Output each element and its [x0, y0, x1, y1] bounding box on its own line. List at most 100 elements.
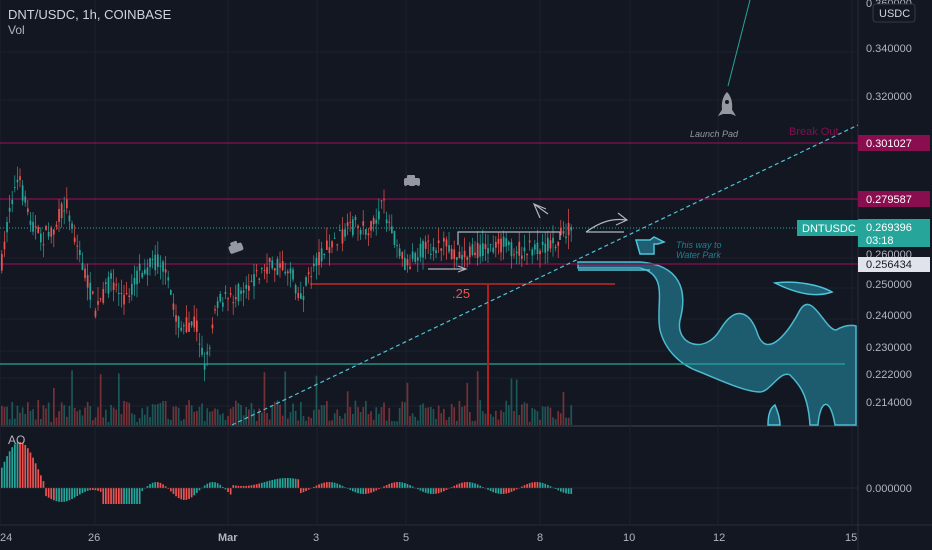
- volume-bar: [500, 410, 502, 425]
- candle-body: [279, 263, 281, 268]
- ao-legend[interactable]: AO: [8, 433, 26, 447]
- volume-bars: [1, 370, 573, 425]
- ao-bar: [66, 488, 68, 502]
- volume-bar: [388, 407, 391, 425]
- candle-body: [570, 227, 573, 231]
- volume-bar: [86, 401, 89, 425]
- ao-bar: [500, 488, 502, 494]
- ao-bar: [164, 486, 167, 488]
- volume-bar: [383, 402, 385, 425]
- ao-bar: [492, 488, 495, 493]
- candle-body: [268, 257, 271, 263]
- volume-bar: [253, 409, 255, 425]
- volume-legend[interactable]: Vol: [8, 23, 25, 37]
- volume-bar: [261, 412, 263, 425]
- candle-body: [66, 199, 68, 209]
- candle-body: [203, 363, 206, 370]
- volume-bar: [365, 400, 367, 425]
- candle-body: [419, 243, 422, 258]
- volume-bar: [115, 409, 118, 425]
- volume-bar: [40, 418, 42, 425]
- ao-bar: [268, 480, 271, 488]
- ao-bar: [411, 486, 414, 488]
- ao-bar: [32, 457, 34, 488]
- symbol-title[interactable]: DNT/USDC, 1h, COINBASE: [8, 7, 172, 22]
- volume-bar: [404, 402, 406, 425]
- candle-body: [229, 293, 232, 295]
- ao-bar: [227, 488, 229, 493]
- candle-body: [1, 254, 3, 271]
- volume-bar: [120, 414, 123, 425]
- candle-body: [346, 222, 349, 227]
- time-axis[interactable]: 24 26 Mar 3 5 8 10 12 15: [0, 532, 857, 544]
- volume-bar: [508, 405, 510, 425]
- ao-bar: [440, 488, 443, 493]
- volume-bar: [461, 406, 463, 425]
- volume-bar: [344, 413, 346, 425]
- candle-body: [11, 199, 14, 205]
- volume-bar: [250, 403, 253, 425]
- ao-bar: [388, 483, 391, 488]
- currency-badge[interactable]: USDC: [872, 3, 916, 23]
- candle-body: [424, 241, 427, 249]
- volume-bar: [307, 416, 310, 425]
- ao-bar: [565, 488, 567, 494]
- volume-bar: [430, 406, 432, 425]
- volume-bar: [240, 404, 242, 425]
- volume-bar: [146, 406, 149, 425]
- volume-bar: [562, 391, 565, 425]
- ao-bar: [474, 483, 476, 488]
- candle-body: [391, 226, 393, 234]
- ao-bar: [339, 484, 341, 488]
- candle-body: [357, 226, 359, 229]
- ao-pane[interactable]: [0, 428, 858, 525]
- candle-body: [510, 242, 513, 257]
- volume-bar: [58, 411, 60, 425]
- volume-bar: [94, 417, 97, 425]
- ao-bar: [557, 488, 560, 491]
- candle-body: [81, 262, 84, 270]
- ao-bar: [289, 478, 292, 488]
- volume-bar: [60, 402, 63, 425]
- candle-body: [437, 240, 440, 244]
- candle-body: [292, 269, 294, 280]
- candle-body: [544, 243, 547, 253]
- volume-bar: [469, 411, 471, 425]
- ao-bar: [250, 485, 253, 488]
- price-axis[interactable]: 0.360000 0.340000 0.320000 0.260000 0.25…: [866, 0, 912, 495]
- candle-body: [552, 237, 554, 244]
- volume-bar: [450, 403, 453, 425]
- candle-body: [307, 272, 310, 275]
- candle-body: [378, 211, 380, 220]
- volume-bar: [34, 419, 37, 425]
- ao-bar: [396, 482, 398, 488]
- candle-body: [146, 267, 149, 275]
- candle-body: [89, 282, 92, 300]
- volume-bar: [318, 409, 320, 425]
- volume-bar: [154, 404, 157, 425]
- volume-bar: [422, 403, 424, 425]
- trendline[interactable]: [231, 124, 859, 426]
- volume-bar: [237, 403, 240, 425]
- ao-bar: [562, 488, 565, 493]
- candle-body: [110, 272, 112, 279]
- candle-body: [375, 219, 378, 224]
- volume-bar: [107, 421, 110, 425]
- candle-body: [92, 291, 94, 294]
- candle-body: [222, 302, 224, 307]
- volume-bar: [310, 418, 313, 425]
- candle-body: [53, 229, 55, 235]
- ao-bar: [123, 488, 125, 504]
- ao-bar: [331, 482, 333, 488]
- ao-bar: [409, 485, 411, 488]
- ao-bar: [89, 488, 92, 491]
- ao-bar: [60, 488, 63, 502]
- ao-bar: [487, 488, 489, 490]
- ao-bar: [110, 488, 112, 504]
- ao-bar: [222, 486, 224, 488]
- ao-bar: [79, 488, 81, 495]
- ao-bar: [560, 488, 562, 492]
- ao-bar: [55, 488, 58, 502]
- volume-bar: [151, 404, 154, 425]
